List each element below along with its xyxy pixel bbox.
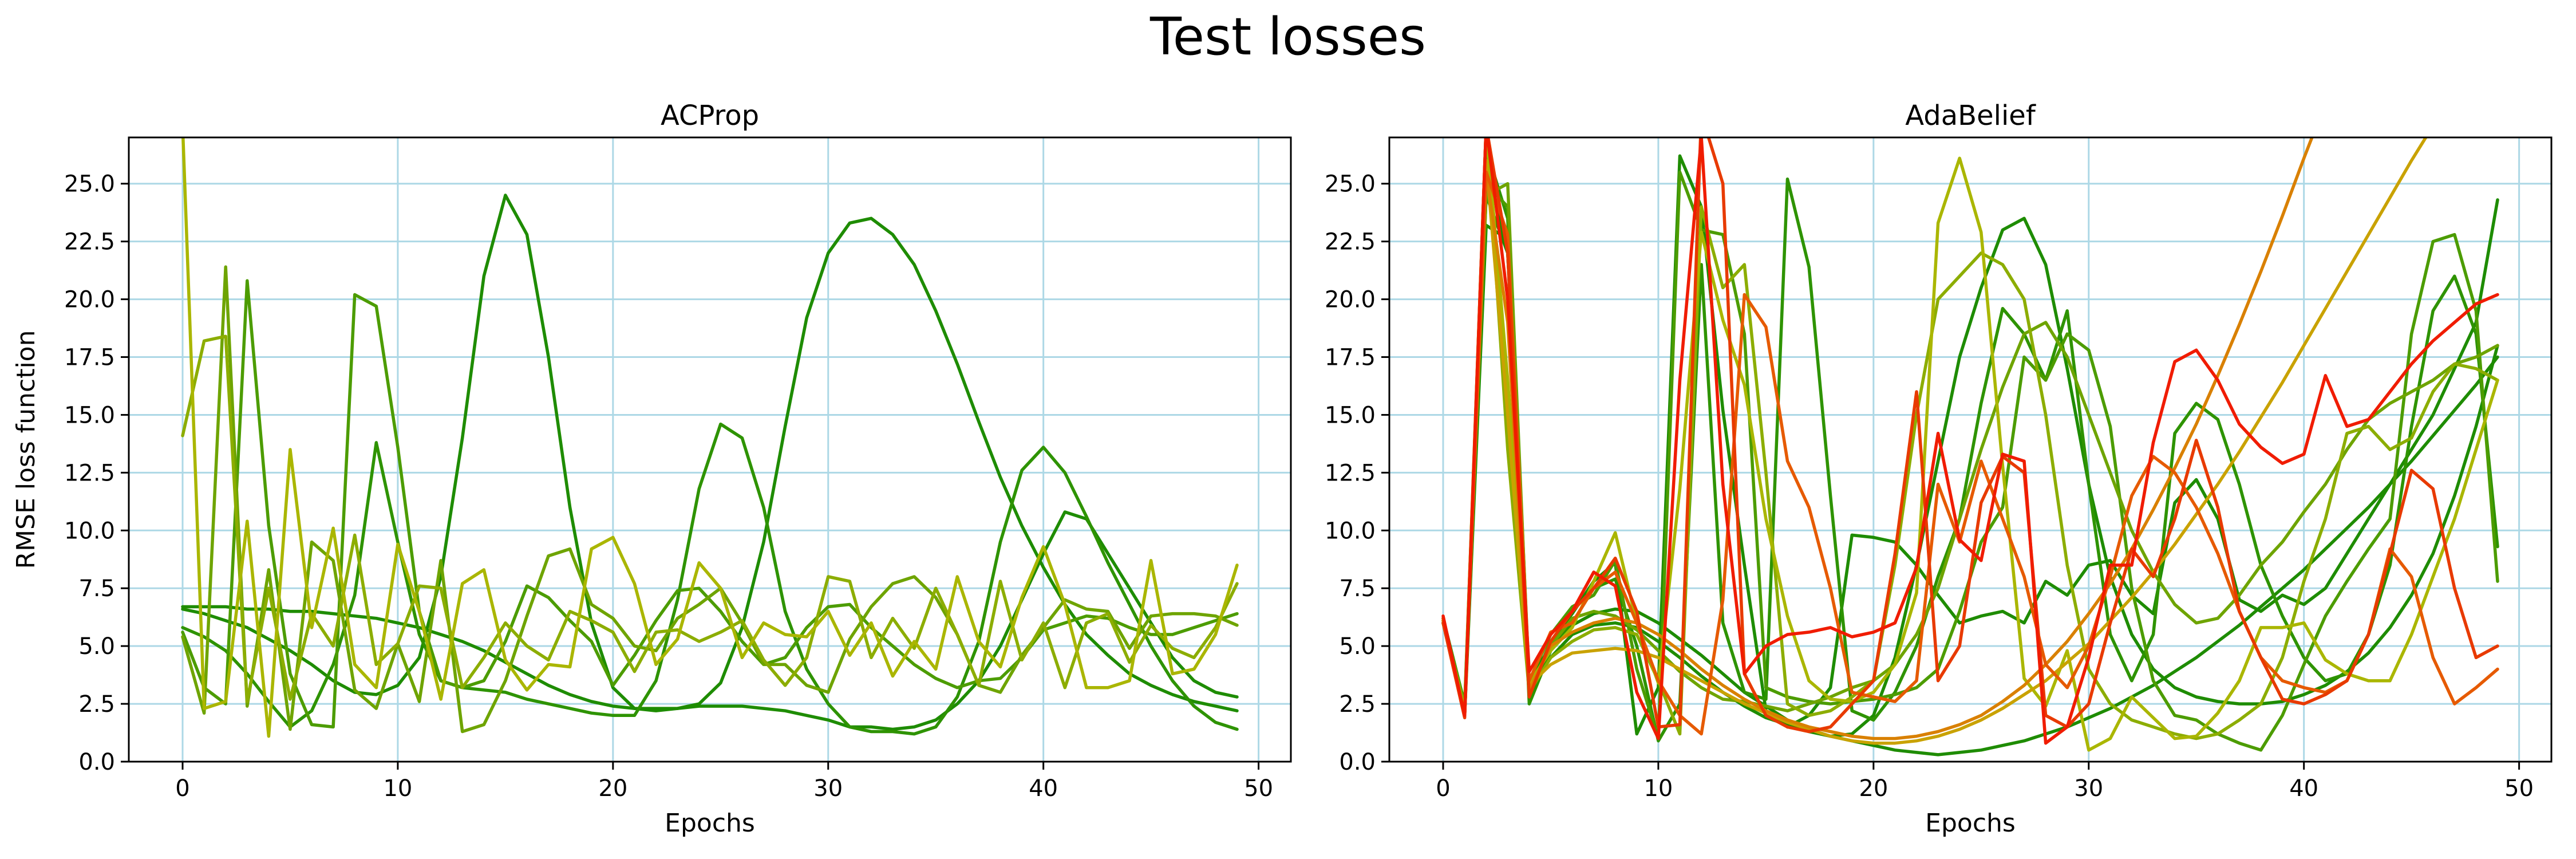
y-tick-label: 2.5: [78, 691, 115, 718]
x-axis-label: Epochs: [1925, 809, 2016, 838]
axes-frame: [128, 136, 1292, 763]
chart-panel-acprop: 0 10 20 30 40 50 0.0 2.5 5.0 7.5 10.0 12.5 15.0 17.5 2…: [11, 100, 1292, 838]
series-line-7: [1441, 137, 2499, 740]
y-tick-label: 12.5: [64, 460, 115, 486]
series-line-8: [1441, 137, 2499, 752]
panel-title: AdaBelief: [1905, 100, 2036, 132]
panel-title: ACProp: [661, 100, 759, 132]
series-line-11: [1441, 170, 2499, 736]
figure-title: Test losses: [1149, 7, 1426, 67]
series-group: [181, 137, 1239, 738]
series-group: [1441, 137, 2499, 756]
series-line-5: [181, 265, 1239, 734]
y-tick-label: 10.0: [1325, 518, 1376, 544]
axes-frame: [1388, 136, 2553, 763]
x-tick-label: 20: [1859, 775, 1888, 802]
x-tick-label: 10: [383, 775, 412, 802]
y-tick-label: 7.5: [78, 576, 115, 602]
x-tick-label: 50: [2504, 775, 2534, 802]
series-line-12: [1441, 137, 2499, 734]
series-line-6: [181, 334, 1239, 703]
y-tick-label: 20.0: [1325, 287, 1376, 313]
x-tick-label: 10: [1643, 775, 1673, 802]
y-tick-label: 17.5: [64, 345, 115, 371]
y-tick-label: 7.5: [1339, 576, 1376, 602]
x-tick-label: 20: [598, 775, 627, 802]
x-tick-label: 0: [175, 775, 189, 802]
y-axis-label: RMSE loss function: [11, 330, 41, 569]
x-tick-label: 40: [2289, 775, 2318, 802]
series-line-4: [1441, 147, 2499, 743]
series-line-1: [1441, 223, 2499, 756]
y-tick-label: 25.0: [1325, 171, 1376, 198]
series-line-1: [181, 510, 1239, 731]
x-tick-label: 40: [1029, 775, 1058, 802]
y-tick-label: 25.0: [64, 171, 115, 198]
chart-panel-adabelief: 0 10 20 30 40 50 0.0 2.5 5.0 7.5 10.0 12.5 15.0 17.5 2…: [1325, 100, 2553, 838]
x-tick-label: 30: [813, 775, 843, 802]
y-tick-label: 2.5: [1339, 691, 1376, 718]
x-tick-label: 30: [2074, 775, 2103, 802]
y-tick-label: 15.0: [64, 402, 115, 428]
series-line-3: [181, 422, 1239, 736]
y-tick-label: 10.0: [64, 518, 115, 544]
y-tick-label: 0.0: [78, 749, 115, 775]
series-line-4: [181, 279, 1239, 729]
y-tick-label: 22.5: [1325, 229, 1376, 255]
y-tick-label: 17.5: [1325, 345, 1376, 371]
y-tick-label: 20.0: [64, 287, 115, 313]
x-axis-label: Epochs: [665, 809, 755, 838]
x-tick-label: 0: [1436, 775, 1450, 802]
series-line-13: [1441, 137, 2499, 745]
y-tick-label: 12.5: [1325, 460, 1376, 486]
series-line-7: [181, 137, 1239, 738]
series-line-10: [1441, 137, 2314, 740]
y-tick-label: 0.0: [1339, 749, 1376, 775]
y-tick-label: 15.0: [1325, 402, 1376, 428]
series-line-9: [1441, 137, 2428, 745]
y-tick-label: 5.0: [1339, 633, 1376, 660]
series-line-3: [1441, 154, 2499, 736]
y-tick-label: 5.0: [78, 633, 115, 660]
x-tick-label: 50: [1244, 775, 1273, 802]
y-tick-label: 22.5: [64, 229, 115, 255]
